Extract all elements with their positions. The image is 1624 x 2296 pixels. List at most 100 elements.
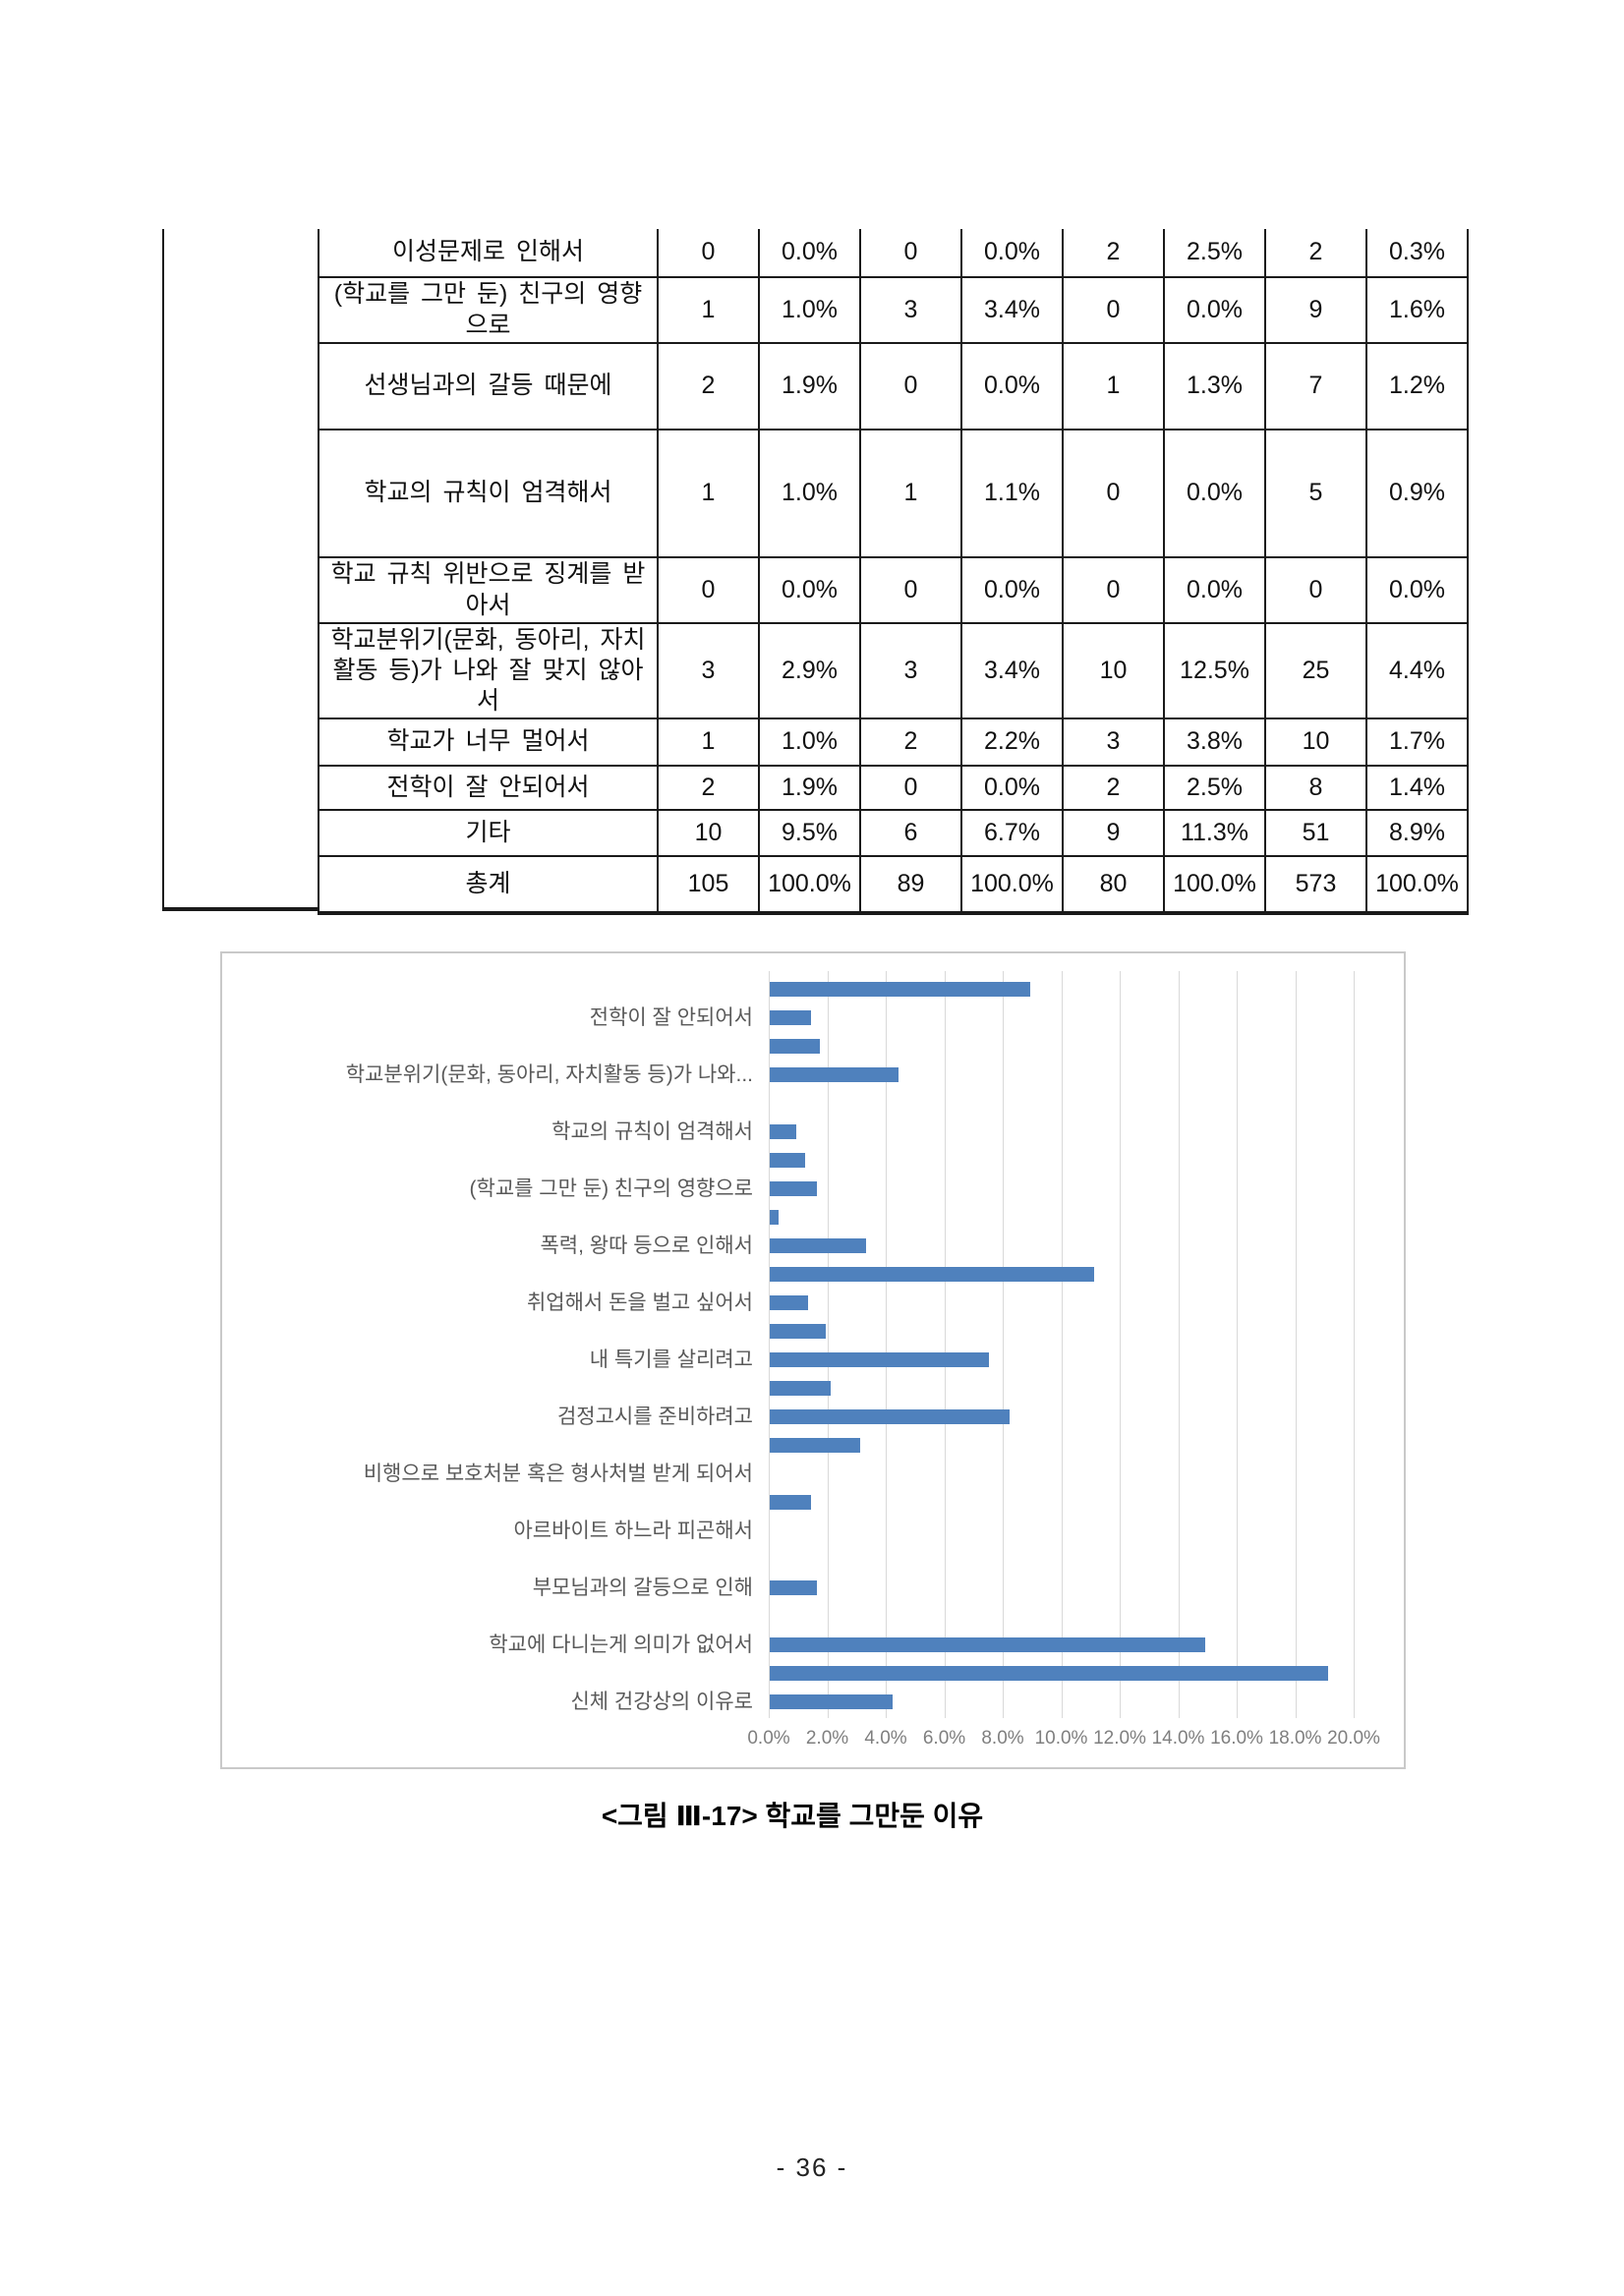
bar	[770, 1694, 893, 1709]
chart-row	[222, 1260, 1404, 1289]
axis-tick-label: 14.0%	[1151, 1728, 1205, 1749]
chart-row	[222, 1488, 1404, 1517]
bar	[770, 1324, 826, 1339]
page-number: - 36 -	[776, 2152, 848, 2182]
table-cell: 573	[1264, 857, 1365, 911]
table-cell: 25	[1264, 624, 1365, 718]
row-label: (학교를 그만 둔) 친구의 영향으로	[333, 280, 643, 339]
category-label: 비행으로 보호처분 혹은 형사처벌 받게 되어서	[363, 1463, 753, 1485]
table-cell: 0	[859, 229, 960, 276]
table-cell: 1	[657, 430, 758, 556]
table-row: 기타 10 9.5% 6 6.7% 9 11.3% 51 8.9%	[319, 811, 1467, 857]
chart-row: 비행으로 보호처분 혹은 형사처벌 받게 되어서	[222, 1460, 1404, 1488]
chart-row	[222, 1146, 1404, 1175]
table-cell: 0	[1062, 430, 1163, 556]
table-cell: 10	[1062, 624, 1163, 718]
category-label: 학교에 다니는게 의미가 없어서	[489, 1634, 753, 1656]
table-cell: 9.5%	[758, 811, 859, 855]
table-cell: 3	[859, 278, 960, 342]
table-row: 학교의 규칙이 엄격해서 1 1.0% 1 1.1% 0 0.0% 5 0.9%	[319, 430, 1467, 558]
table-cell: 0.0%	[1163, 430, 1264, 556]
chart-row	[222, 1032, 1404, 1061]
bar	[770, 1238, 867, 1253]
data-table: 이성문제로 인해서 0 0.0% 0 0.0% 2 2.5% 2 0.3% (학교를 그만 둔) …	[318, 229, 1469, 915]
table-merged-left-cell	[162, 229, 318, 911]
table-cell: 3	[1062, 719, 1163, 765]
table-cell: 0.0%	[960, 558, 1062, 622]
table-cell: 0.0%	[1163, 558, 1264, 622]
chart-row	[222, 1545, 1404, 1574]
table-cell: 9	[1264, 278, 1365, 342]
table-cell: 11.3%	[1163, 811, 1264, 855]
table-cell: 3.4%	[960, 278, 1062, 342]
gridline	[944, 971, 946, 1718]
table-cell: 1	[657, 719, 758, 765]
bar	[770, 1409, 1010, 1424]
table-cell: 5	[1264, 430, 1365, 556]
chart-row: 폭력, 왕따 등으로 인해서	[222, 1232, 1404, 1260]
bar	[770, 1666, 1329, 1681]
chart-row: 전학이 잘 안되어서	[222, 1004, 1404, 1032]
table-row: 전학이 잘 안되어서 2 1.9% 0 0.0% 2 2.5% 8 1.4%	[319, 767, 1467, 811]
row-label: 학교의 규칙이 엄격해서	[364, 479, 612, 507]
axis-tick-label: 2.0%	[805, 1728, 849, 1749]
axis-tick-label: 8.0%	[981, 1728, 1024, 1749]
category-label: 아르바이트 하느라 피곤해서	[513, 1520, 753, 1542]
gridline	[827, 971, 829, 1718]
table-cell: 4.4%	[1365, 624, 1467, 718]
category-label: 부모님과의 갈등으로 인해	[532, 1577, 753, 1599]
bar	[770, 1267, 1095, 1282]
table-cell: 1	[1062, 344, 1163, 429]
table-cell: 2.2%	[960, 719, 1062, 765]
table-cell: 0	[1264, 558, 1365, 622]
table-cell: 1.9%	[758, 344, 859, 429]
table-cell: 0	[859, 344, 960, 429]
category-label: 학교분위기(문화, 동아리, 자치활동 등)가 나와...	[345, 1063, 753, 1086]
axis-tick-label: 10.0%	[1034, 1728, 1088, 1749]
bar	[770, 1438, 861, 1453]
figure-caption: <그림 Ⅲ-17> 학교를 그만둔 이유	[601, 1801, 984, 1831]
chart-row	[222, 1602, 1404, 1631]
table-cell: 10	[1264, 719, 1365, 765]
bar	[770, 1352, 990, 1367]
table-row: 총계 105 100.0% 89 100.0% 80 100.0% 573 100.0%	[319, 857, 1467, 911]
row-label: 학교가 너무 멀어서	[386, 727, 590, 756]
chart-row: 내 특기를 살리려고	[222, 1346, 1404, 1374]
bar	[770, 982, 1030, 997]
table-cell: 0	[859, 558, 960, 622]
table-cell: 10	[657, 811, 758, 855]
table-row: (학교를 그만 둔) 친구의 영향으로 1 1.0% 3 3.4% 0 0.0% 9 1.6%	[319, 278, 1467, 344]
table-cell: 9	[1062, 811, 1163, 855]
gridline	[1178, 971, 1180, 1718]
table-cell: 1.0%	[758, 278, 859, 342]
gridline	[769, 971, 770, 1718]
bar	[770, 1580, 817, 1595]
chart-row	[222, 1089, 1404, 1118]
gridline	[1295, 971, 1297, 1718]
table-cell: 2	[1062, 229, 1163, 276]
chart-row: (학교를 그만 둔) 친구의 영향으로	[222, 1175, 1404, 1203]
table-cell: 0	[1062, 278, 1163, 342]
table-cell: 2	[657, 767, 758, 809]
table-cell: 1	[859, 430, 960, 556]
chart-row: 신체 건강상의 이유로	[222, 1688, 1404, 1716]
table-row: 학교 규칙 위반으로 징계를 받아서 0 0.0% 0 0.0% 0 0.0% 0 0.0%	[319, 558, 1467, 624]
bar	[770, 1181, 817, 1196]
row-label: 선생님과의 갈등 때문에	[364, 372, 612, 400]
axis-tick-label: 20.0%	[1327, 1728, 1380, 1749]
row-label: 이성문제로 인해서	[392, 238, 584, 266]
table-cell: 8.9%	[1365, 811, 1467, 855]
table-cell: 0	[859, 767, 960, 809]
bar	[770, 1210, 779, 1225]
chart-row	[222, 1317, 1404, 1346]
table-cell: 2	[1264, 229, 1365, 276]
bar	[770, 1295, 808, 1310]
row-label: 총계	[465, 869, 511, 897]
category-label: (학교를 그만 둔) 친구의 영향으로	[469, 1177, 753, 1200]
chart-row: 검정고시를 준비하려고	[222, 1403, 1404, 1431]
table-cell: 6.7%	[960, 811, 1062, 855]
row-label: 전학이 잘 안되어서	[386, 773, 590, 801]
table-cell: 2.5%	[1163, 767, 1264, 809]
chart-row: 취업해서 돈을 벌고 싶어서	[222, 1289, 1404, 1317]
bar	[770, 1039, 820, 1054]
